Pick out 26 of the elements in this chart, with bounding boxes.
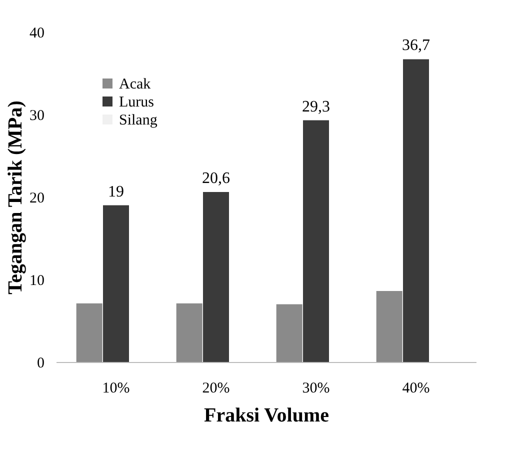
x-tick-label: 10% [102,380,130,396]
bar [76,303,102,362]
x-tick-label: 20% [202,380,230,396]
x-axis-title: Fraksi Volume [204,404,330,426]
data-label: 19 [108,183,124,200]
bar [103,205,129,362]
bar [276,304,302,362]
legend-label: Acak [119,76,152,92]
bar [176,303,202,362]
bar [376,291,402,362]
legend-label: Silang [119,112,158,128]
bar [403,59,429,362]
y-tick-label: 0 [37,356,44,372]
y-axis-title: Tegangan Tarik (MPa) [4,100,26,294]
data-label: 20,6 [202,170,230,188]
bar [303,120,329,362]
x-tick-label: 40% [402,380,430,396]
legend-label: Lurus [119,94,154,110]
data-label: 36,7 [402,37,430,54]
x-tick-label: 30% [302,380,330,396]
y-tick-label: 10 [30,273,44,289]
y-tick-label: 20 [30,190,44,206]
data-label: 29,3 [302,98,330,116]
y-tick-label: 30 [30,108,44,124]
y-tick-label: 40 [30,26,44,42]
bar [203,192,229,362]
